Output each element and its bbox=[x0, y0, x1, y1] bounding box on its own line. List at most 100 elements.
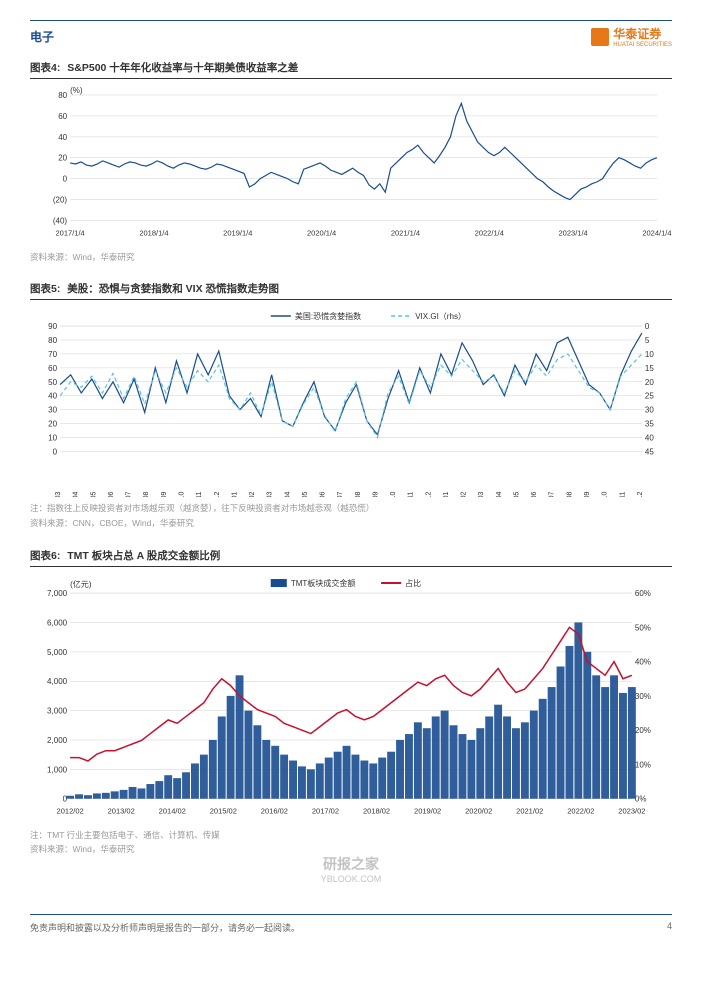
chart-6-note: 注：TMT 行业主要包括电子、通信、计算机、传媒 bbox=[30, 830, 672, 842]
svg-text:2022/12: 2022/12 bbox=[425, 492, 432, 497]
chart-6-svg: 01,0002,0003,0004,0005,0006,0007,0000%10… bbox=[30, 573, 672, 824]
svg-text:2023/02: 2023/02 bbox=[618, 807, 645, 816]
company-logo: 华泰证券 HUATAI SECURITIES bbox=[591, 25, 672, 48]
svg-text:2012/02: 2012/02 bbox=[57, 807, 84, 816]
svg-text:20: 20 bbox=[58, 154, 67, 163]
svg-text:2022/09: 2022/09 bbox=[372, 492, 379, 497]
svg-text:5: 5 bbox=[645, 336, 650, 345]
svg-text:1,000: 1,000 bbox=[47, 765, 68, 774]
svg-text:0: 0 bbox=[645, 322, 650, 331]
category-label: 电子 bbox=[30, 28, 54, 45]
svg-text:2022/10: 2022/10 bbox=[390, 492, 397, 497]
svg-text:40: 40 bbox=[48, 392, 57, 401]
chart-4-source: 资料来源：Wind，华泰研究 bbox=[30, 252, 672, 264]
chart-4-title: 图表4: S&P500 十年年化收益率与十年期美债收益率之差 bbox=[30, 60, 672, 79]
svg-text:2022/1/4: 2022/1/4 bbox=[475, 228, 504, 237]
svg-text:2023/03: 2023/03 bbox=[478, 492, 485, 497]
svg-text:20: 20 bbox=[48, 420, 57, 429]
svg-text:2023/11: 2023/11 bbox=[619, 492, 626, 497]
svg-text:10: 10 bbox=[48, 434, 57, 443]
svg-text:2017/1/4: 2017/1/4 bbox=[55, 228, 84, 237]
svg-text:2023/12: 2023/12 bbox=[637, 492, 644, 497]
svg-text:2019/1/4: 2019/1/4 bbox=[223, 228, 252, 237]
svg-text:35: 35 bbox=[645, 420, 654, 429]
svg-text:2023/1/4: 2023/1/4 bbox=[558, 228, 587, 237]
chart-5-title: 图表5: 美股：恐惧与贪婪指数和 VIX 恐慌指数走势图 bbox=[30, 281, 672, 300]
svg-text:90: 90 bbox=[48, 322, 57, 331]
svg-text:2022/01: 2022/01 bbox=[231, 492, 238, 497]
svg-text:2021/07: 2021/07 bbox=[126, 492, 133, 497]
svg-text:2015/02: 2015/02 bbox=[210, 807, 237, 816]
watermark: 研报之家 YBLOOK.COM bbox=[30, 854, 672, 884]
svg-text:2021/04: 2021/04 bbox=[73, 492, 80, 497]
svg-text:15: 15 bbox=[645, 364, 654, 373]
logo-icon bbox=[591, 28, 609, 46]
svg-text:5,000: 5,000 bbox=[47, 648, 68, 657]
svg-text:10: 10 bbox=[645, 350, 654, 359]
svg-text:2022/03: 2022/03 bbox=[267, 492, 274, 497]
svg-text:2021/06: 2021/06 bbox=[108, 492, 115, 497]
svg-text:70: 70 bbox=[48, 350, 57, 359]
svg-text:40: 40 bbox=[58, 133, 67, 142]
svg-text:2022/06: 2022/06 bbox=[320, 492, 327, 497]
svg-text:2018/1/4: 2018/1/4 bbox=[139, 228, 168, 237]
svg-text:2024/1/4: 2024/1/4 bbox=[642, 228, 671, 237]
svg-text:30%: 30% bbox=[635, 692, 651, 701]
svg-text:45: 45 bbox=[645, 448, 654, 457]
chart-5-source: 资料来源：CNN，CBOE，Wind，华泰研究 bbox=[30, 518, 672, 530]
svg-text:0: 0 bbox=[63, 175, 68, 184]
svg-text:10%: 10% bbox=[635, 760, 651, 769]
disclaimer-text: 免责声明和披露以及分析师声明是报告的一部分，请务必一起阅读。 bbox=[30, 921, 300, 934]
svg-text:2021/11: 2021/11 bbox=[196, 492, 203, 497]
svg-text:50: 50 bbox=[48, 378, 57, 387]
svg-text:2022/11: 2022/11 bbox=[408, 492, 415, 497]
svg-text:30: 30 bbox=[645, 406, 654, 415]
svg-text:7,000: 7,000 bbox=[47, 589, 68, 598]
svg-text:20: 20 bbox=[645, 378, 654, 387]
logo-cn-text: 华泰证券 bbox=[613, 25, 672, 42]
svg-text:80: 80 bbox=[58, 91, 67, 100]
page-number: 4 bbox=[667, 921, 672, 934]
svg-text:40: 40 bbox=[645, 434, 654, 443]
svg-text:40%: 40% bbox=[635, 657, 651, 666]
svg-text:(20): (20) bbox=[53, 196, 68, 205]
svg-text:2,000: 2,000 bbox=[47, 736, 68, 745]
page-footer: 免责声明和披露以及分析师声明是报告的一部分，请务必一起阅读。 4 bbox=[30, 914, 672, 934]
svg-text:2021/1/4: 2021/1/4 bbox=[391, 228, 420, 237]
svg-text:VIX.GI（rhs）: VIX.GI（rhs） bbox=[415, 312, 466, 321]
svg-text:2021/10: 2021/10 bbox=[179, 492, 186, 497]
svg-text:(亿元): (亿元) bbox=[70, 579, 92, 589]
svg-text:2017/02: 2017/02 bbox=[312, 807, 339, 816]
chart-4-svg: (40) (20) 0 20 40 60 80 2017/1/4 2018/1/4 2019/1/… bbox=[30, 85, 672, 246]
chart-5-block: 图表5: 美股：恐惧与贪婪指数和 VIX 恐慌指数走势图 0 10 20 30 40 50… bbox=[30, 281, 672, 529]
svg-text:2016/02: 2016/02 bbox=[261, 807, 288, 816]
svg-text:2023/04: 2023/04 bbox=[496, 492, 503, 497]
svg-text:美国:恐慌贪婪指数: 美国:恐慌贪婪指数 bbox=[295, 311, 361, 321]
svg-text:占比: 占比 bbox=[405, 578, 421, 588]
svg-text:2023/09: 2023/09 bbox=[584, 492, 591, 497]
svg-text:2023/02: 2023/02 bbox=[461, 492, 468, 497]
svg-text:30: 30 bbox=[48, 406, 57, 415]
svg-text:50%: 50% bbox=[635, 623, 651, 632]
svg-text:25: 25 bbox=[645, 392, 654, 401]
svg-text:2020/02: 2020/02 bbox=[465, 807, 492, 816]
page-header: 电子 华泰证券 HUATAI SECURITIES bbox=[30, 20, 672, 48]
svg-text:60: 60 bbox=[58, 112, 67, 121]
chart-6-block: 图表6: TMT 板块占总 A 股成交金额比例 01,0002,0003,000… bbox=[30, 548, 672, 857]
svg-text:80: 80 bbox=[48, 336, 57, 345]
svg-text:60%: 60% bbox=[635, 589, 651, 598]
svg-text:2014/02: 2014/02 bbox=[159, 807, 186, 816]
svg-text:2023/01: 2023/01 bbox=[443, 492, 450, 497]
svg-text:0%: 0% bbox=[635, 794, 647, 803]
svg-text:60: 60 bbox=[48, 364, 57, 373]
svg-text:2022/08: 2022/08 bbox=[355, 492, 362, 497]
chart-6-title: 图表6: TMT 板块占总 A 股成交金额比例 bbox=[30, 548, 672, 567]
chart-4-block: 图表4: S&P500 十年年化收益率与十年期美债收益率之差 (40) (20) 0… bbox=[30, 60, 672, 263]
svg-text:2019/02: 2019/02 bbox=[414, 807, 441, 816]
svg-text:(40): (40) bbox=[53, 216, 68, 225]
svg-text:2021/09: 2021/09 bbox=[161, 492, 168, 497]
svg-text:6,000: 6,000 bbox=[47, 618, 68, 627]
svg-text:2022/02: 2022/02 bbox=[249, 492, 256, 497]
svg-text:3,000: 3,000 bbox=[47, 706, 68, 715]
svg-text:2021/08: 2021/08 bbox=[143, 492, 150, 497]
